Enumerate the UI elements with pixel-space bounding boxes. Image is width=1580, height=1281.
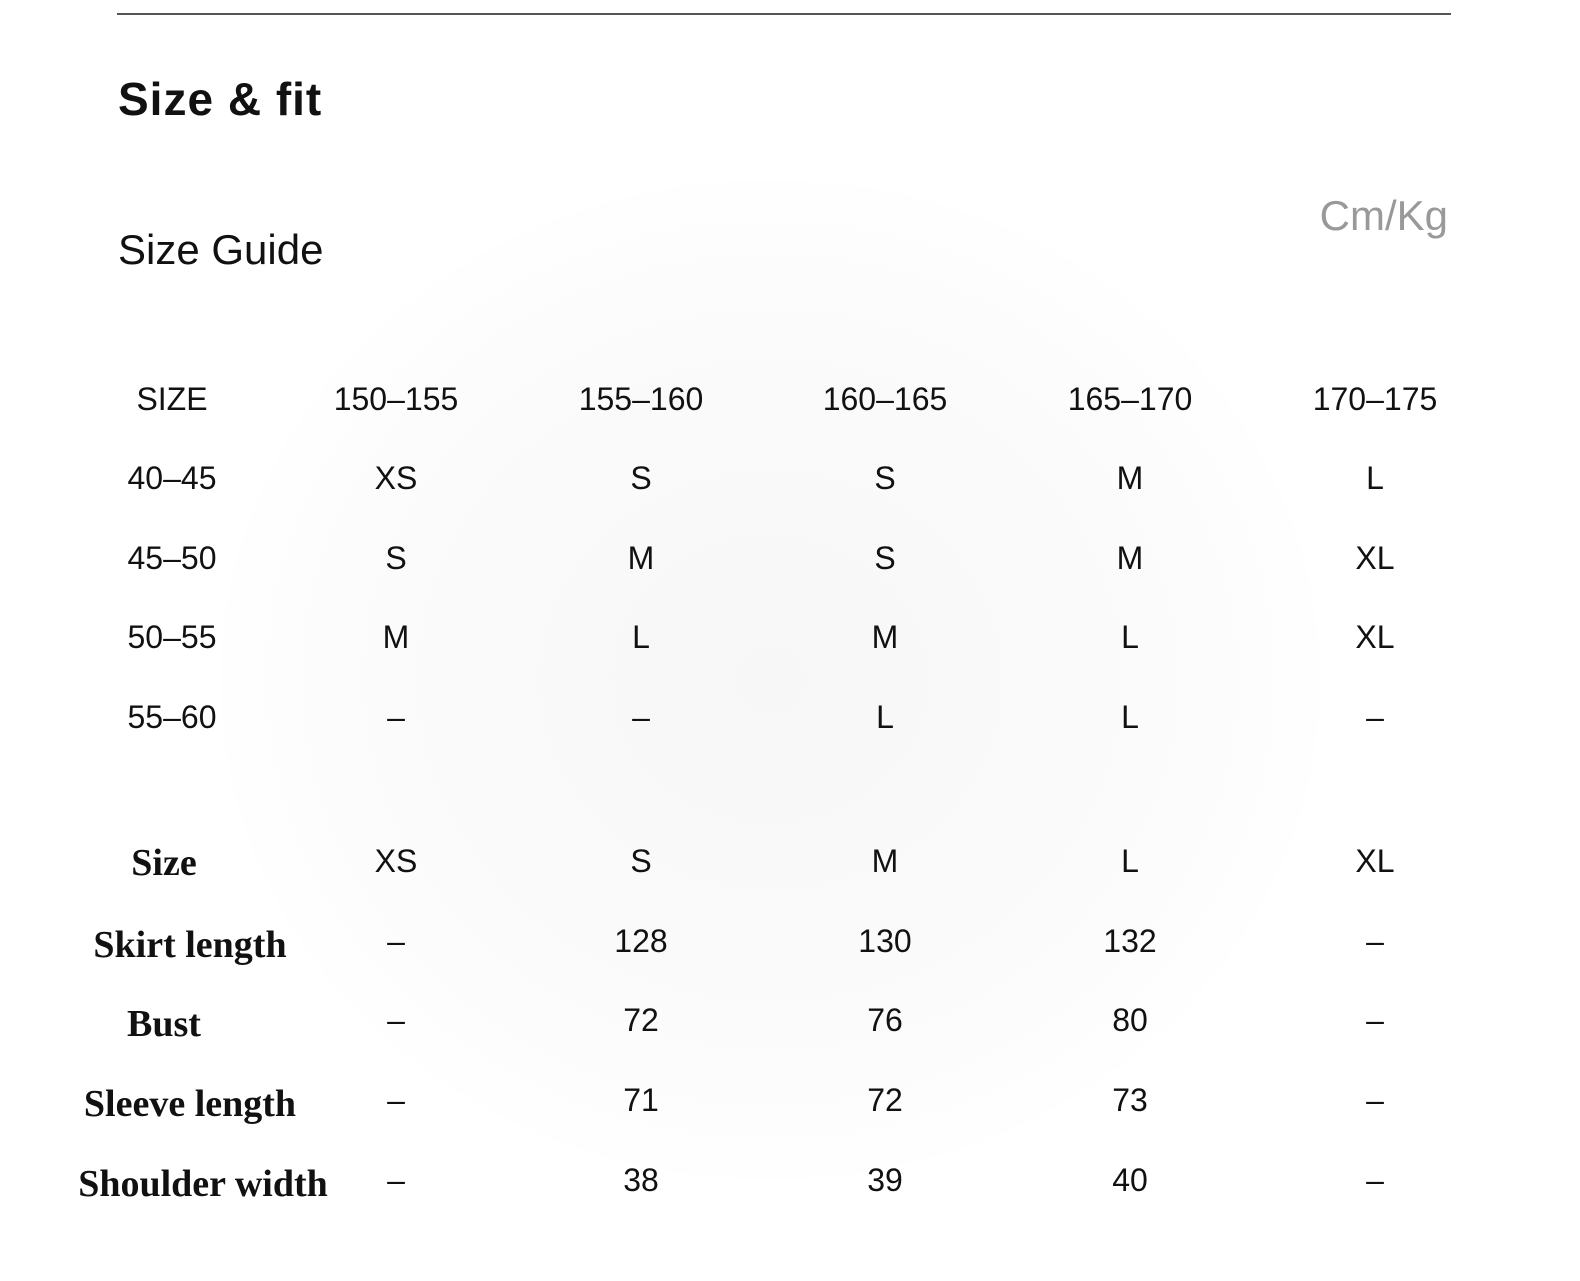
size-guide-cell: S <box>874 460 896 496</box>
measurement-cell: 132 <box>1103 923 1157 959</box>
unit-label: Cm/Kg <box>1319 192 1448 239</box>
measurement-cell: 71 <box>623 1082 659 1118</box>
size-guide-corner-header: SIZE <box>136 381 208 417</box>
size-guide-cell: M <box>1116 540 1144 576</box>
weight-row-header: 50–55 <box>127 619 217 655</box>
measurement-cell: 38 <box>623 1162 659 1198</box>
size-guide-cell: L <box>1366 460 1384 496</box>
size-guide-cell: S <box>385 540 407 576</box>
size-column-header: M <box>871 843 899 879</box>
measurement-row-label: Skirt length <box>93 924 287 966</box>
size-guide-cell: M <box>871 619 899 655</box>
size-guide-cell: – <box>632 699 650 735</box>
background-glow <box>220 180 1320 1180</box>
measurement-row-label: Bust <box>127 1003 201 1045</box>
measurement-cell: 39 <box>867 1162 903 1198</box>
measurement-cell: 80 <box>1112 1002 1148 1038</box>
measurement-cell: 72 <box>867 1082 903 1118</box>
size-column-header: L <box>1121 843 1139 879</box>
size-guide-cell: L <box>1121 699 1139 735</box>
measurement-cell: 72 <box>623 1002 659 1038</box>
size-guide-cell: M <box>627 540 655 576</box>
weight-row-header: 40–45 <box>127 460 217 496</box>
size-guide-cell: M <box>382 619 410 655</box>
measurement-row-label: Shoulder width <box>78 1163 328 1205</box>
height-column-header: 155–160 <box>578 381 704 417</box>
section-title: Size Guide <box>118 226 324 273</box>
size-guide-cell: XL <box>1355 540 1395 576</box>
measurement-cell: – <box>1366 1162 1384 1198</box>
measurements-corner-header: Size <box>131 842 197 884</box>
measurement-cell: 130 <box>858 923 912 959</box>
size-guide-cell: L <box>1121 619 1139 655</box>
size-guide-cell: XL <box>1355 619 1395 655</box>
size-guide-cell: – <box>387 699 405 735</box>
measurement-cell: – <box>387 1002 405 1038</box>
measurement-cell: – <box>1366 923 1384 959</box>
size-column-header: XS <box>374 843 418 879</box>
measurement-cell: 128 <box>614 923 668 959</box>
size-column-header: S <box>630 843 652 879</box>
size-guide-cell: L <box>876 699 894 735</box>
size-guide-cell: L <box>632 619 650 655</box>
measurement-cell: – <box>387 1082 405 1118</box>
size-guide-cell: – <box>1366 699 1384 735</box>
size-guide-cell: XS <box>374 460 418 496</box>
height-column-header: 150–155 <box>333 381 459 417</box>
height-column-header: 170–175 <box>1312 381 1438 417</box>
height-column-header: 160–165 <box>822 381 948 417</box>
size-column-header: XL <box>1355 843 1395 879</box>
size-guide-cell: S <box>874 540 896 576</box>
weight-row-header: 45–50 <box>127 540 217 576</box>
measurement-cell: – <box>1366 1002 1384 1038</box>
measurement-row-label: Sleeve length <box>83 1083 297 1125</box>
page-title: Size & fit <box>118 73 323 125</box>
size-guide-cell: S <box>630 460 652 496</box>
measurement-cell: 40 <box>1112 1162 1148 1198</box>
size-guide-cell: M <box>1116 460 1144 496</box>
measurement-cell: – <box>1366 1082 1384 1118</box>
measurement-cell: – <box>387 1162 405 1198</box>
measurement-cell: 73 <box>1112 1082 1148 1118</box>
divider <box>117 13 1451 15</box>
height-column-header: 165–170 <box>1067 381 1193 417</box>
measurement-cell: 76 <box>867 1002 903 1038</box>
weight-row-header: 55–60 <box>127 699 217 735</box>
measurement-cell: – <box>387 923 405 959</box>
